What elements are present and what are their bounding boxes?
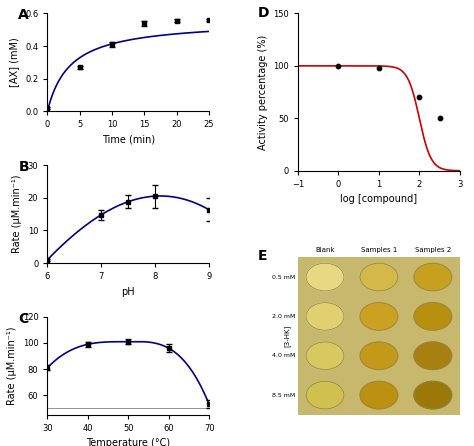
- Text: B: B: [18, 160, 29, 174]
- Text: [3-HK]: [3-HK]: [283, 325, 290, 347]
- X-axis label: log [compound]: log [compound]: [340, 194, 418, 204]
- Text: A: A: [18, 8, 29, 22]
- Point: [436, 115, 443, 122]
- Point: [416, 94, 423, 101]
- Circle shape: [360, 342, 398, 370]
- Y-axis label: [AX] (mM): [AX] (mM): [9, 37, 19, 87]
- Circle shape: [360, 263, 398, 291]
- Text: 8.5 mM: 8.5 mM: [272, 392, 295, 397]
- Y-axis label: Rate (μM.min⁻¹): Rate (μM.min⁻¹): [7, 326, 17, 405]
- Text: 0.5 mM: 0.5 mM: [272, 275, 295, 280]
- Circle shape: [414, 263, 452, 291]
- Y-axis label: Rate (μM.min⁻¹): Rate (μM.min⁻¹): [12, 175, 22, 253]
- Circle shape: [414, 381, 452, 409]
- Text: E: E: [258, 249, 267, 264]
- X-axis label: Temperature (°C): Temperature (°C): [86, 438, 170, 446]
- Circle shape: [306, 303, 344, 330]
- Circle shape: [414, 303, 452, 330]
- X-axis label: Time (min): Time (min): [102, 135, 155, 145]
- X-axis label: pH: pH: [121, 287, 135, 297]
- Circle shape: [360, 303, 398, 330]
- Circle shape: [414, 342, 452, 370]
- Text: Samples 2: Samples 2: [415, 248, 451, 253]
- Circle shape: [306, 342, 344, 370]
- Text: Samples 1: Samples 1: [361, 248, 397, 253]
- Text: 2.0 mM: 2.0 mM: [272, 314, 295, 319]
- Circle shape: [306, 381, 344, 409]
- Point: [375, 64, 383, 71]
- Circle shape: [306, 263, 344, 291]
- Point: [335, 62, 342, 70]
- Text: C: C: [18, 312, 28, 326]
- Text: Blank: Blank: [315, 248, 335, 253]
- Text: D: D: [258, 5, 269, 20]
- Y-axis label: Activity percentage (%): Activity percentage (%): [258, 34, 268, 150]
- Circle shape: [360, 381, 398, 409]
- Text: 4.0 mM: 4.0 mM: [272, 353, 295, 358]
